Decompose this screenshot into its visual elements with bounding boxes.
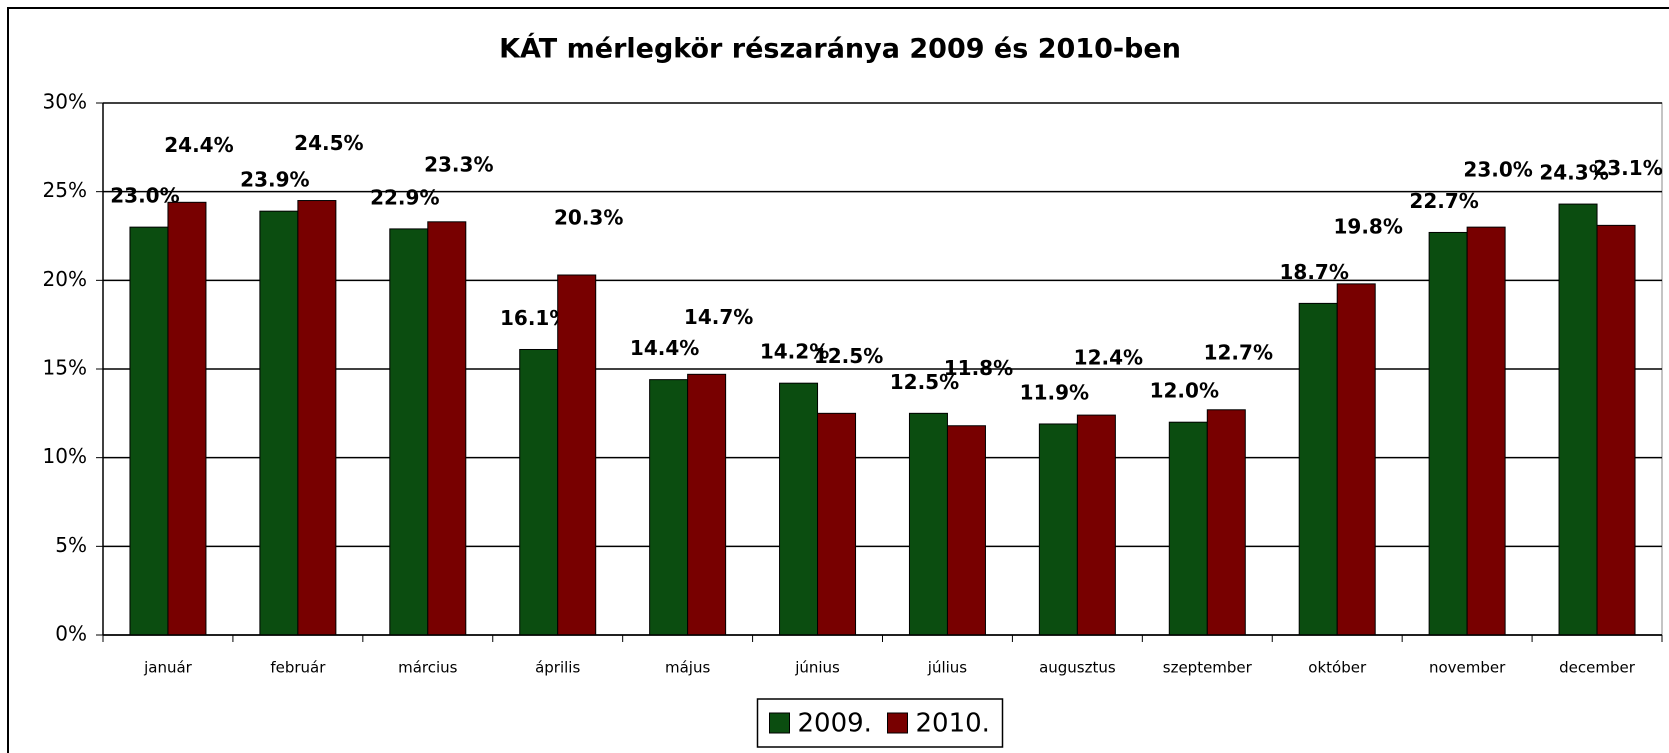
- x-tick-label: július: [927, 659, 968, 677]
- legend-label: 2010.: [916, 709, 990, 739]
- y-tick-label: 25%: [43, 178, 87, 202]
- value-label: 24.5%: [294, 131, 363, 155]
- value-label: 20.3%: [554, 206, 623, 230]
- value-label: 23.1%: [1593, 156, 1662, 180]
- value-label: 14.4%: [630, 336, 699, 360]
- value-label: 24.3%: [1539, 161, 1608, 185]
- bar: [817, 412, 857, 636]
- legend-swatch: [887, 712, 908, 734]
- chart-title: KÁT mérlegkör részaránya 2009 és 2010-be…: [499, 33, 1181, 65]
- bar: [1168, 421, 1208, 636]
- y-tick-label: 20%: [43, 267, 87, 291]
- value-label: 12.7%: [1204, 340, 1273, 364]
- bar: [167, 201, 207, 636]
- bar: [1336, 283, 1376, 636]
- bar: [649, 379, 689, 636]
- bar: [1558, 203, 1598, 636]
- x-tick-label: április: [535, 659, 580, 677]
- x-tick-label: október: [1308, 659, 1367, 677]
- bar: [1596, 224, 1636, 636]
- legend-label: 2009.: [798, 709, 872, 739]
- value-label: 24.4%: [164, 133, 233, 157]
- bar: [946, 425, 986, 636]
- y-tick-label: 0%: [55, 622, 87, 646]
- bar: [389, 228, 429, 636]
- y-tick-label: 5%: [55, 533, 87, 557]
- y-tick-label: 10%: [43, 444, 87, 468]
- value-label: 23.0%: [1463, 158, 1532, 182]
- bar: [1206, 409, 1246, 636]
- value-label: 23.9%: [240, 168, 309, 192]
- bar: [687, 373, 727, 636]
- value-label: 12.5%: [814, 344, 883, 368]
- value-label: 12.0%: [1150, 379, 1219, 403]
- bar: [557, 274, 597, 636]
- x-tick-label: december: [1559, 659, 1636, 677]
- bar: [259, 210, 299, 636]
- bar: [129, 226, 169, 636]
- legend-swatch: [769, 712, 790, 734]
- value-label: 22.9%: [370, 185, 439, 209]
- y-tick-label: 15%: [43, 356, 87, 380]
- bar: [908, 412, 948, 636]
- bar: [1428, 231, 1468, 636]
- value-label: 22.7%: [1409, 189, 1478, 213]
- value-label: 12.4%: [1074, 346, 1143, 370]
- bar: [1076, 414, 1116, 636]
- x-tick-label: június: [794, 659, 840, 677]
- x-tick-label: február: [270, 659, 326, 677]
- value-label: 14.7%: [684, 305, 753, 329]
- bar: [1466, 226, 1506, 636]
- value-label: 23.3%: [424, 152, 493, 176]
- value-label: 12.5%: [890, 370, 959, 394]
- legend-box: [756, 698, 1004, 748]
- bar: [297, 200, 337, 636]
- x-tick-label: november: [1429, 659, 1506, 677]
- bar: [779, 382, 819, 636]
- bar: [1038, 423, 1078, 636]
- x-tick-label: március: [398, 659, 458, 677]
- bar: [427, 221, 467, 636]
- x-tick-label: május: [665, 659, 710, 677]
- y-tick-label: 30%: [43, 90, 87, 114]
- bar: [519, 348, 559, 636]
- chart-frame: [7, 7, 1669, 753]
- x-tick-label: szeptember: [1163, 659, 1253, 677]
- value-label: 11.8%: [944, 356, 1013, 380]
- value-label: 19.8%: [1334, 214, 1403, 238]
- value-label: 14.2%: [760, 340, 829, 364]
- value-label: 18.7%: [1280, 260, 1349, 284]
- bar: [1298, 302, 1338, 636]
- x-tick-label: január: [143, 659, 193, 677]
- value-label: 11.9%: [1020, 380, 1089, 404]
- x-tick-label: augusztus: [1039, 659, 1116, 677]
